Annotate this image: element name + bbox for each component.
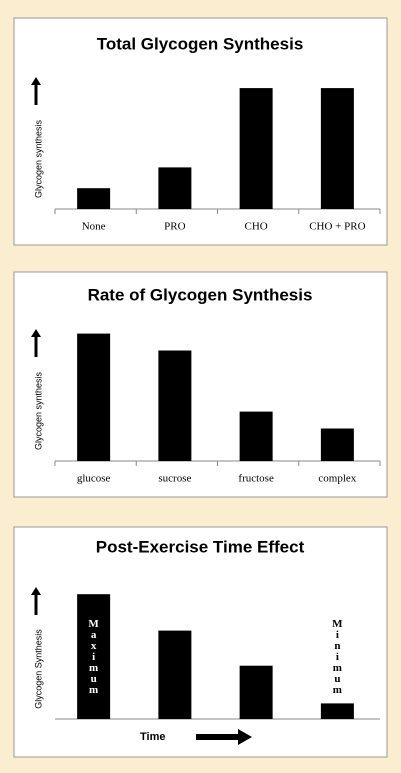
bar xyxy=(158,350,192,461)
arrow-head xyxy=(238,729,252,745)
x-tick-label: CHO xyxy=(245,221,268,233)
bar xyxy=(239,88,273,209)
bar xyxy=(239,665,273,719)
arrow-head xyxy=(31,587,41,595)
y-axis-label: Glycogen synthesis xyxy=(33,119,43,198)
chart-title: Post-Exercise Time Effect xyxy=(96,537,305,556)
x-tick-label: complex xyxy=(318,473,356,485)
bar xyxy=(320,428,354,461)
x-tick-label: fructose xyxy=(238,473,274,485)
bar xyxy=(320,88,354,209)
x-axis-label: Time xyxy=(140,731,165,743)
bar xyxy=(320,703,354,719)
bar xyxy=(77,594,111,719)
chart-title: Rate of Glycogen Synthesis xyxy=(88,285,313,304)
panel xyxy=(13,526,388,758)
bar xyxy=(77,333,111,461)
bar xyxy=(239,411,273,461)
arrow-head xyxy=(31,77,41,85)
y-axis-label: Glycogen Synthesis xyxy=(33,629,43,709)
x-tick-label: sucrose xyxy=(158,473,191,485)
x-tick-label: PRO xyxy=(164,221,185,233)
chart-title: Total Glycogen Synthesis xyxy=(97,34,304,53)
bar xyxy=(158,167,192,209)
y-axis-label: Glycogen synthesis xyxy=(33,371,43,450)
x-tick-label: None xyxy=(82,221,106,233)
x-tick-label: CHO + PRO xyxy=(309,221,365,233)
x-tick-label: glucose xyxy=(77,473,111,485)
bar xyxy=(158,630,192,719)
panel xyxy=(13,271,388,498)
arrow-head xyxy=(31,329,41,337)
bar xyxy=(77,188,111,209)
